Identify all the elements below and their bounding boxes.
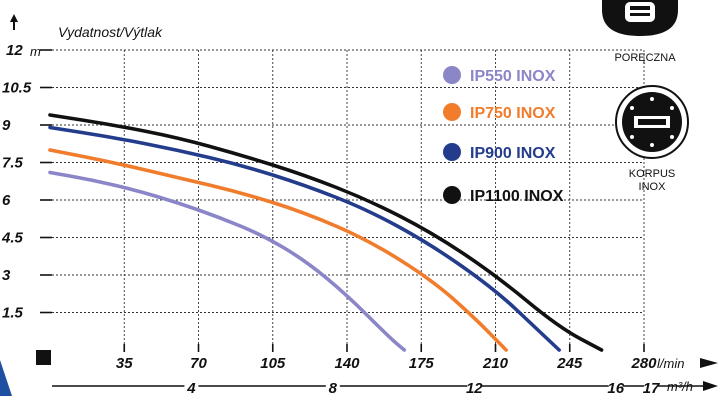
- series-line-1: [48, 148, 508, 352]
- series-line-2: [48, 125, 561, 352]
- y-tick-label-0: 12: [6, 42, 23, 59]
- x-tick-label-1: 70: [190, 355, 207, 372]
- y-tick-label-4: 6: [2, 192, 11, 209]
- x-tick-label-2: 105: [260, 355, 286, 372]
- legend-label-0: IP550 INOX: [470, 68, 556, 85]
- legend-label-1: IP750 INOX: [470, 105, 556, 122]
- x2-axis: 4 8 12 16 17: [52, 378, 703, 396]
- body-label-1: KORPUS: [629, 168, 675, 180]
- series-line-0: [48, 170, 407, 352]
- y-tick-label-5: 4.5: [1, 230, 24, 247]
- x-tick-label-7: 280: [630, 355, 657, 372]
- y-unit: m: [30, 44, 41, 59]
- y-ticks: 12 10.5 9 7.5 6 4.5 3 1.5: [1, 42, 52, 322]
- y-tick-label-3: 7.5: [2, 155, 24, 172]
- chart-title: Vydatnost/Výtlak: [58, 24, 163, 40]
- x-axis-arrow: [700, 358, 718, 368]
- legend-marker-0: [443, 66, 461, 84]
- x-unit: l/min: [657, 356, 684, 371]
- hand-fist-icon: [602, 0, 678, 36]
- x2-unit: m³/h: [667, 379, 693, 394]
- x-ticks: 35 70 105 140 175 210 245 280: [116, 344, 657, 372]
- corner-decoration: [0, 360, 12, 396]
- legend-marker-3: [443, 186, 461, 204]
- legend-marker-2: [443, 143, 461, 161]
- y-tick-label-6: 3: [2, 267, 11, 284]
- origin-marker: [36, 350, 51, 365]
- x-tick-label-6: 245: [556, 355, 583, 372]
- y-tick-label-2: 9: [2, 117, 11, 134]
- x2-tick-bg-1: [325, 378, 340, 394]
- x2-tick-label-4: 17: [643, 380, 660, 396]
- legend-label-2: IP900 INOX: [470, 145, 556, 162]
- y-tick-label-7: 1.5: [2, 305, 24, 322]
- x-tick-label-0: 35: [116, 355, 133, 372]
- x-tick-label-4: 175: [409, 355, 435, 372]
- y-tick-label-1: 10.5: [2, 80, 32, 97]
- x-tick-label-3: 140: [334, 355, 360, 372]
- legend-label-3: IP1100 INOX: [470, 188, 564, 205]
- x2-axis-arrow: [703, 381, 718, 391]
- series-line-3: [48, 113, 604, 352]
- curves: [48, 113, 604, 352]
- y-axis-arrow-head: [10, 14, 18, 22]
- handle-label: PORĘCZNA: [614, 52, 676, 64]
- x2-tick-bg-0: [184, 378, 199, 394]
- x2-tick-bg-3: [608, 378, 623, 394]
- x2-tick-label-3: 16: [607, 380, 624, 396]
- legend-marker-1: [443, 103, 461, 121]
- x2-tick-label-2: 12: [466, 380, 483, 396]
- pump-body-icon: [615, 85, 689, 159]
- x2-tick-bg-2: [467, 378, 482, 394]
- x2-tick-label-1: 8: [329, 380, 338, 396]
- legend: IP550 INOX IP750 INOX IP900 INOX IP1100 INO…: [443, 66, 564, 205]
- x2-tick-label-0: 4: [186, 380, 196, 396]
- x-tick-label-5: 210: [482, 355, 509, 372]
- body-label-2: INOX: [639, 181, 667, 193]
- x2-tick-bg-4: [644, 378, 659, 394]
